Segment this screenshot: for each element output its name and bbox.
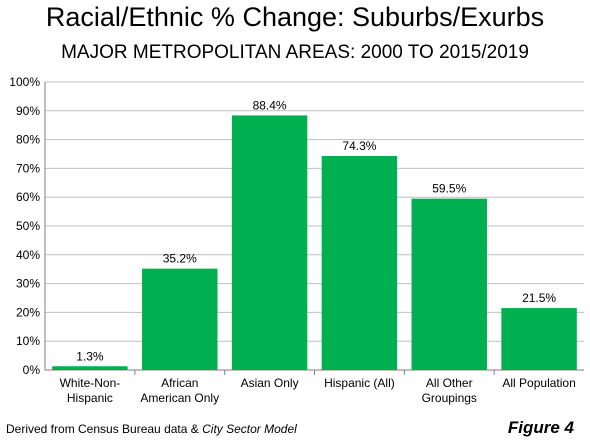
data-label: 88.4% <box>253 98 287 112</box>
data-label: 59.5% <box>432 182 466 196</box>
bar <box>501 308 577 370</box>
y-tick-label: 40% <box>16 248 40 262</box>
source-model: City Sector Model <box>202 422 297 436</box>
data-label: 74.3% <box>342 139 376 153</box>
bar <box>411 198 487 370</box>
data-label: 1.3% <box>76 349 104 363</box>
x-tick-label: Hispanic <box>67 391 113 405</box>
figure-label: Figure 4 <box>507 418 574 437</box>
bar <box>321 156 398 370</box>
y-tick-label: 10% <box>16 334 40 348</box>
x-tick-label: African <box>161 376 198 390</box>
y-tick-label: 50% <box>16 219 40 233</box>
x-tick-label: Groupings <box>422 391 477 405</box>
y-tick-label: 90% <box>16 104 40 118</box>
x-tick-label: All Population <box>502 376 575 390</box>
source-prefix: Derived from Census Bureau data & <box>6 422 203 436</box>
chart-title: Racial/Ethnic % Change: Suburbs/Exurbs <box>45 2 545 32</box>
x-tick-label: Hispanic (All) <box>324 376 395 390</box>
y-tick-label: 70% <box>16 161 40 175</box>
x-tick-label: All Other <box>426 376 473 390</box>
bar <box>231 115 308 371</box>
y-tick-label: 80% <box>16 133 40 147</box>
bar <box>52 366 128 370</box>
bar <box>142 268 218 370</box>
y-tick-label: 20% <box>16 305 40 319</box>
chart-subtitle: MAJOR METROPOLITAN AREAS: 2000 TO 2015/2… <box>61 42 529 63</box>
y-tick-label: 30% <box>16 277 40 291</box>
data-label: 21.5% <box>522 291 556 305</box>
x-tick-label: Asian Only <box>241 376 299 390</box>
y-tick-label: 100% <box>9 75 40 89</box>
y-tick-label: 60% <box>16 190 40 204</box>
source-note: Derived from Census Bureau data & City S… <box>6 422 297 436</box>
data-label: 35.2% <box>163 252 197 266</box>
x-tick-label: White-Non- <box>60 376 121 390</box>
x-tick-label: American Only <box>140 391 219 405</box>
y-tick-label: 0% <box>23 363 41 377</box>
